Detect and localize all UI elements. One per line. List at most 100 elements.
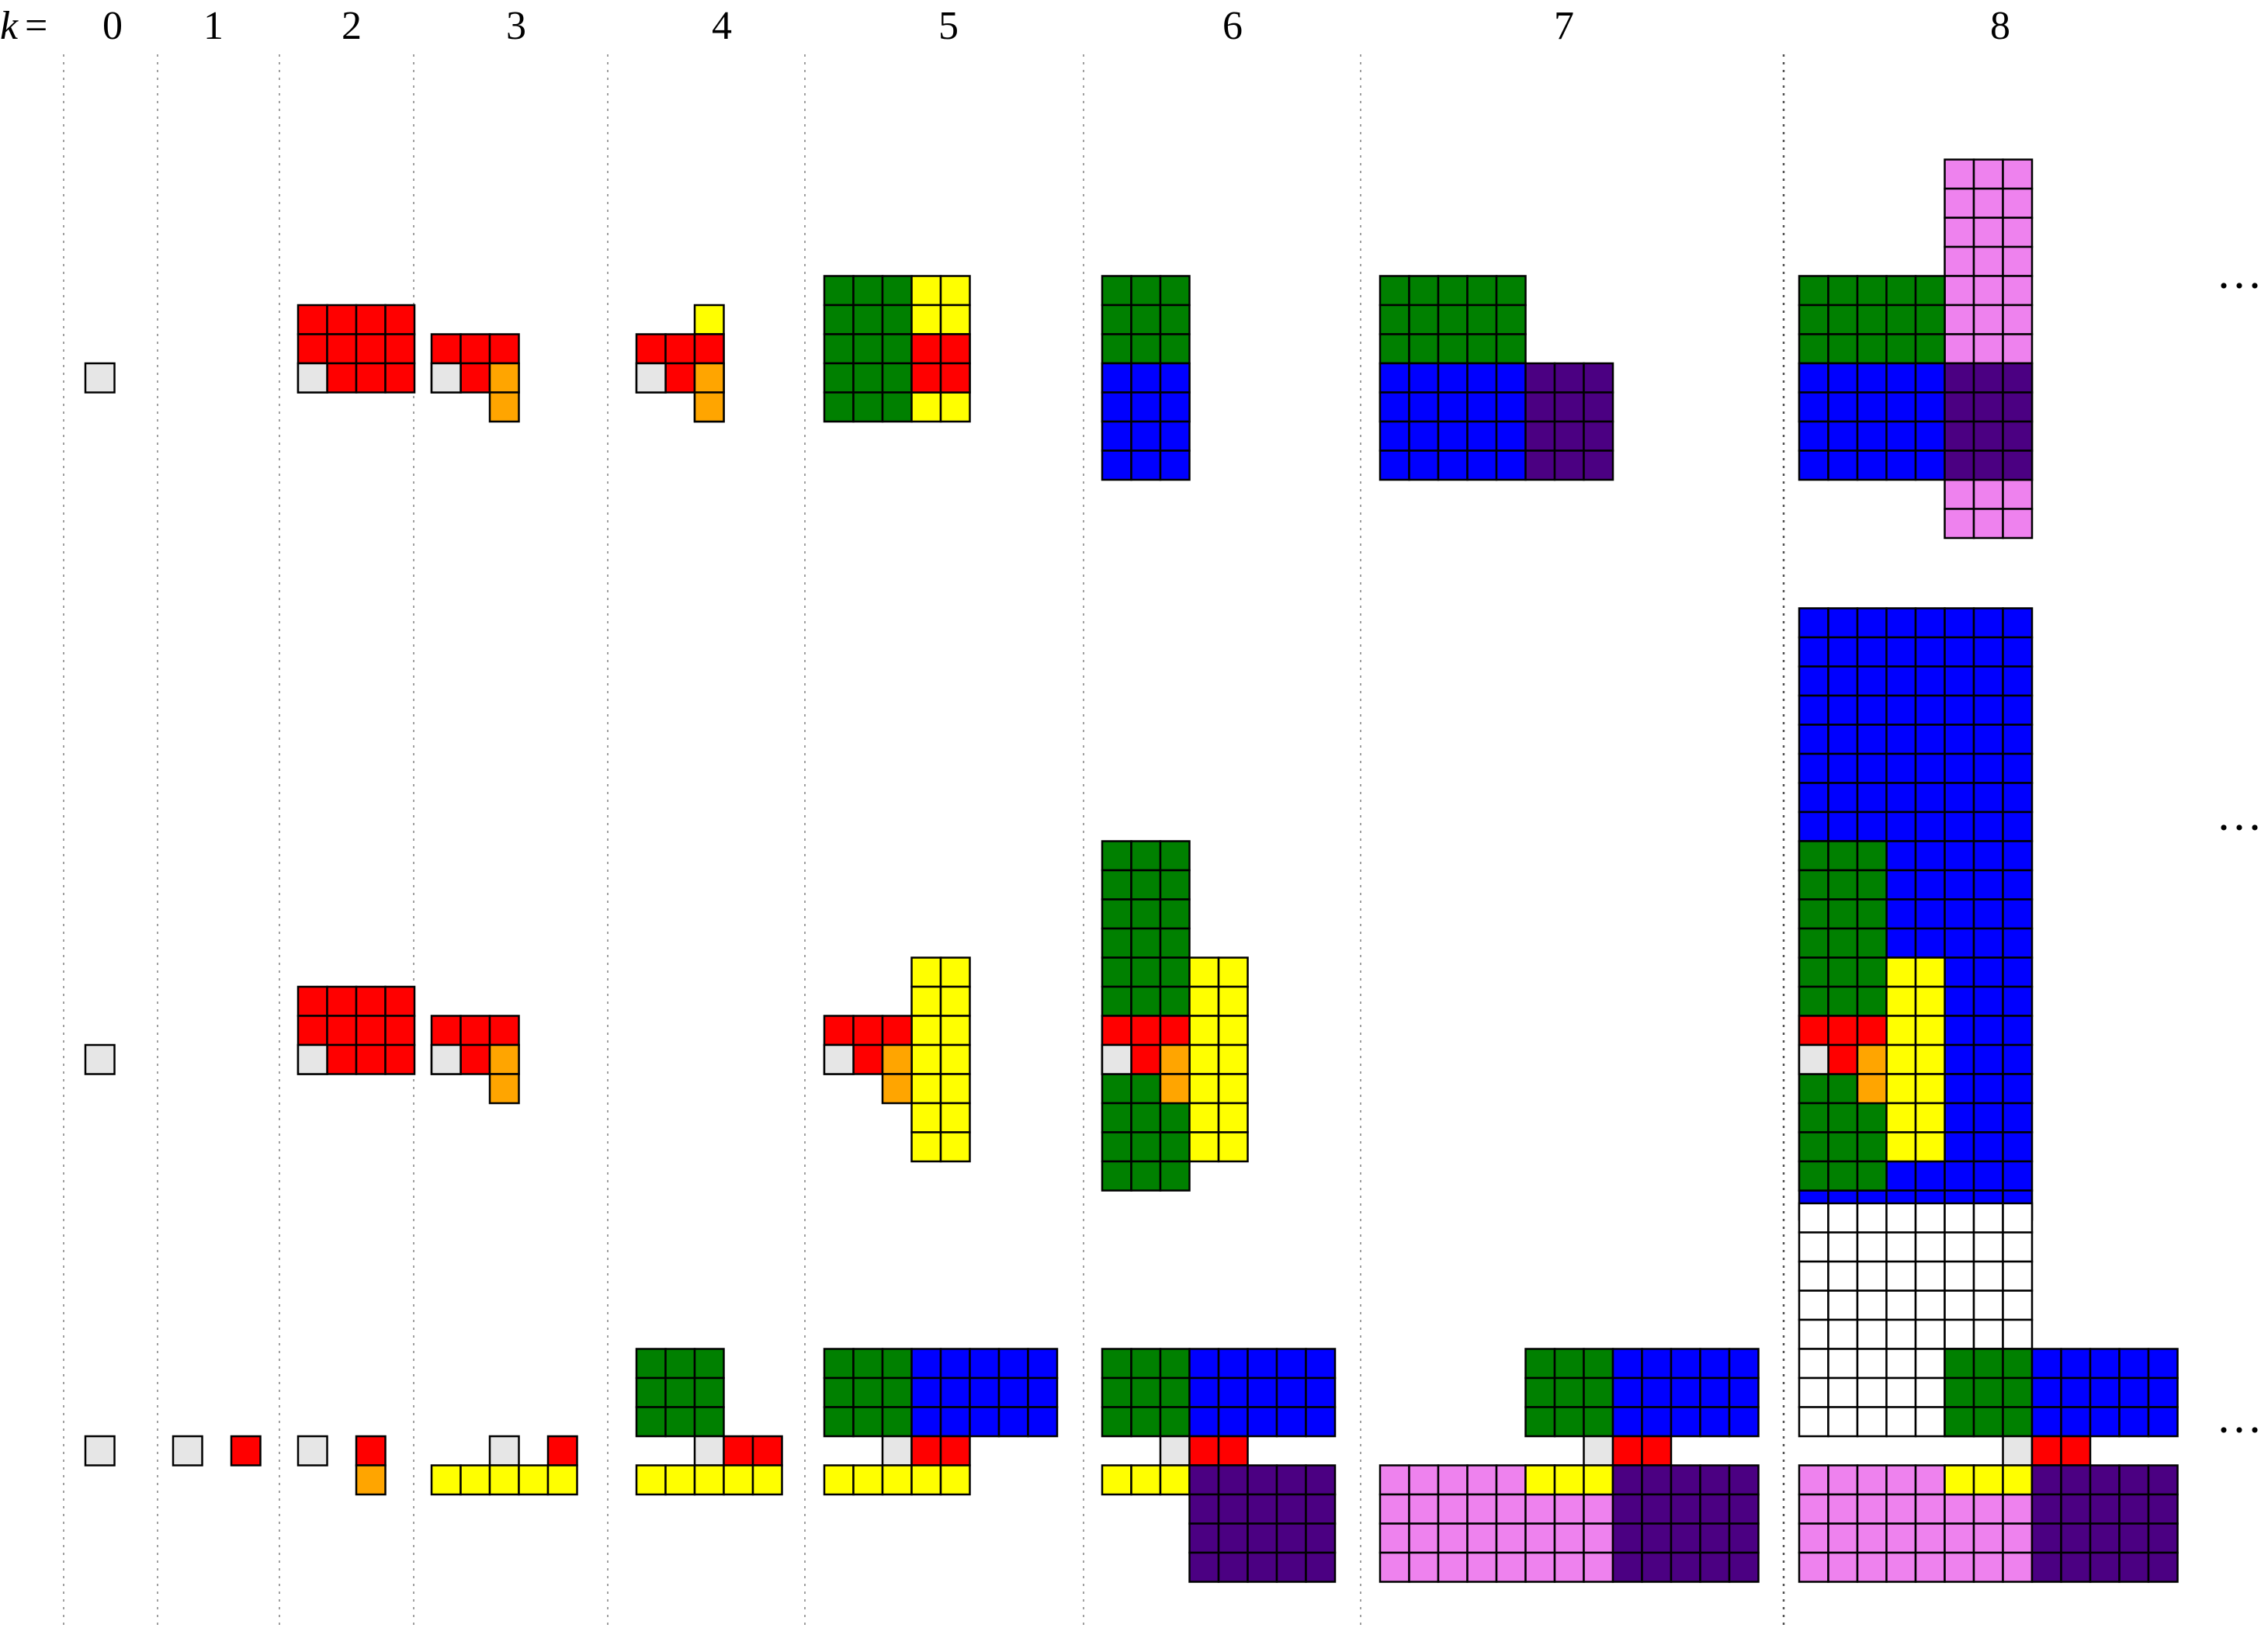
- tiling-k-4: [635, 304, 725, 423]
- blue-cell: [1944, 782, 1975, 814]
- blue-cell: [1914, 636, 1946, 668]
- blue-cell: [939, 1406, 971, 1438]
- blue-cell: [2089, 1406, 2121, 1438]
- blue-cell: [1699, 1348, 1731, 1380]
- yellow-cell: [852, 1464, 884, 1496]
- red-cell: [384, 333, 416, 365]
- white-cell: [1827, 1290, 1859, 1321]
- blue-cell: [1101, 362, 1132, 394]
- tiling-k-0: [84, 1043, 116, 1075]
- tiling-k-5: [823, 275, 971, 423]
- red-cell: [459, 1043, 491, 1075]
- column-label-6: 6: [1222, 4, 1243, 48]
- blue-cell: [1972, 665, 2004, 697]
- white-cell: [1885, 1231, 1917, 1263]
- tiling-k-5: [823, 956, 971, 1163]
- blue-cell: [1159, 450, 1191, 481]
- violet-cell: [1856, 1551, 1888, 1583]
- red-cell: [852, 1015, 884, 1047]
- blue-cell: [2002, 752, 2034, 784]
- blue-cell: [1101, 420, 1132, 452]
- tiling-k-8: [1798, 1202, 2179, 1583]
- red-cell: [355, 1043, 387, 1075]
- yellow-cell: [939, 1464, 971, 1496]
- violet-cell: [1583, 1551, 1614, 1583]
- red-cell: [852, 1043, 884, 1075]
- yellow-cell: [1583, 1464, 1614, 1496]
- yellow-cell: [1885, 985, 1917, 1017]
- blue-cell: [2118, 1348, 2150, 1380]
- blue-cell: [1944, 898, 1975, 930]
- red-cell: [881, 1015, 913, 1047]
- light-gray-cell: [84, 362, 116, 394]
- blue-cell: [1914, 927, 1946, 959]
- blue-cell: [2060, 1348, 2092, 1380]
- green-cell: [1437, 275, 1469, 307]
- yellow-cell: [1188, 1073, 1220, 1105]
- blue-cell: [1972, 782, 2004, 814]
- red-cell: [1798, 1015, 1829, 1047]
- violet-cell: [2002, 478, 2034, 510]
- violet-cell: [2002, 187, 2034, 219]
- green-cell: [1798, 1073, 1829, 1105]
- white-cell: [1885, 1376, 1917, 1408]
- yellow-cell: [823, 1464, 855, 1496]
- green-cell: [1827, 1073, 1859, 1105]
- green-cell: [881, 1376, 913, 1408]
- tiling-k-5: [823, 1348, 1059, 1496]
- green-cell: [1856, 1160, 1888, 1192]
- tiling-k-8: [1798, 607, 2034, 1221]
- white-cell: [1914, 1318, 1946, 1350]
- blue-cell: [1798, 420, 1829, 452]
- green-cell: [1827, 956, 1859, 988]
- blue-cell: [997, 1376, 1029, 1408]
- blue-cell: [1728, 1376, 1760, 1408]
- green-cell: [1524, 1376, 1556, 1408]
- indigo-cell: [1699, 1551, 1731, 1583]
- green-cell: [1827, 275, 1859, 307]
- white-cell: [1885, 1202, 1917, 1234]
- yellow-cell: [1914, 1015, 1946, 1047]
- violet-cell: [1914, 1493, 1946, 1525]
- green-cell: [1130, 1376, 1162, 1408]
- violet-cell: [1466, 1464, 1498, 1496]
- violet-cell: [1553, 1522, 1585, 1554]
- violet-cell: [1378, 1464, 1410, 1496]
- yellow-cell: [939, 1073, 971, 1105]
- orange-cell: [881, 1073, 913, 1105]
- indigo-cell: [1188, 1493, 1220, 1525]
- tiling-k-0: [84, 362, 116, 394]
- blue-cell: [997, 1406, 1029, 1438]
- violet-cell: [1408, 1522, 1440, 1554]
- green-cell: [1130, 898, 1162, 930]
- violet-cell: [2002, 1522, 2034, 1554]
- white-cell: [1972, 1290, 2004, 1321]
- yellow-cell: [1944, 1464, 1975, 1496]
- yellow-cell: [939, 391, 971, 423]
- violet-cell: [1944, 333, 1975, 365]
- blue-cell: [2002, 1131, 2034, 1163]
- indigo-cell: [1611, 1493, 1643, 1525]
- blue-cell: [2002, 782, 2034, 814]
- red-cell: [355, 1015, 387, 1047]
- yellow-cell: [910, 304, 942, 335]
- green-cell: [1827, 840, 1859, 872]
- indigo-cell: [1247, 1551, 1278, 1583]
- violet-cell: [1583, 1493, 1614, 1525]
- blue-cell: [1914, 362, 1946, 394]
- violet-cell: [1827, 1551, 1859, 1583]
- green-cell: [1914, 304, 1946, 335]
- red-cell: [1217, 1435, 1249, 1467]
- yellow-cell: [1130, 1464, 1162, 1496]
- red-cell: [326, 333, 358, 365]
- blue-cell: [2118, 1376, 2150, 1408]
- blue-cell: [1944, 607, 1975, 639]
- indigo-cell: [2002, 391, 2034, 423]
- blue-cell: [1944, 811, 1975, 842]
- green-cell: [1130, 304, 1162, 335]
- blue-cell: [1972, 840, 2004, 872]
- indigo-cell: [1275, 1522, 1307, 1554]
- blue-cell: [910, 1376, 942, 1408]
- blue-cell: [1972, 1160, 2004, 1192]
- blue-cell: [1944, 752, 1975, 784]
